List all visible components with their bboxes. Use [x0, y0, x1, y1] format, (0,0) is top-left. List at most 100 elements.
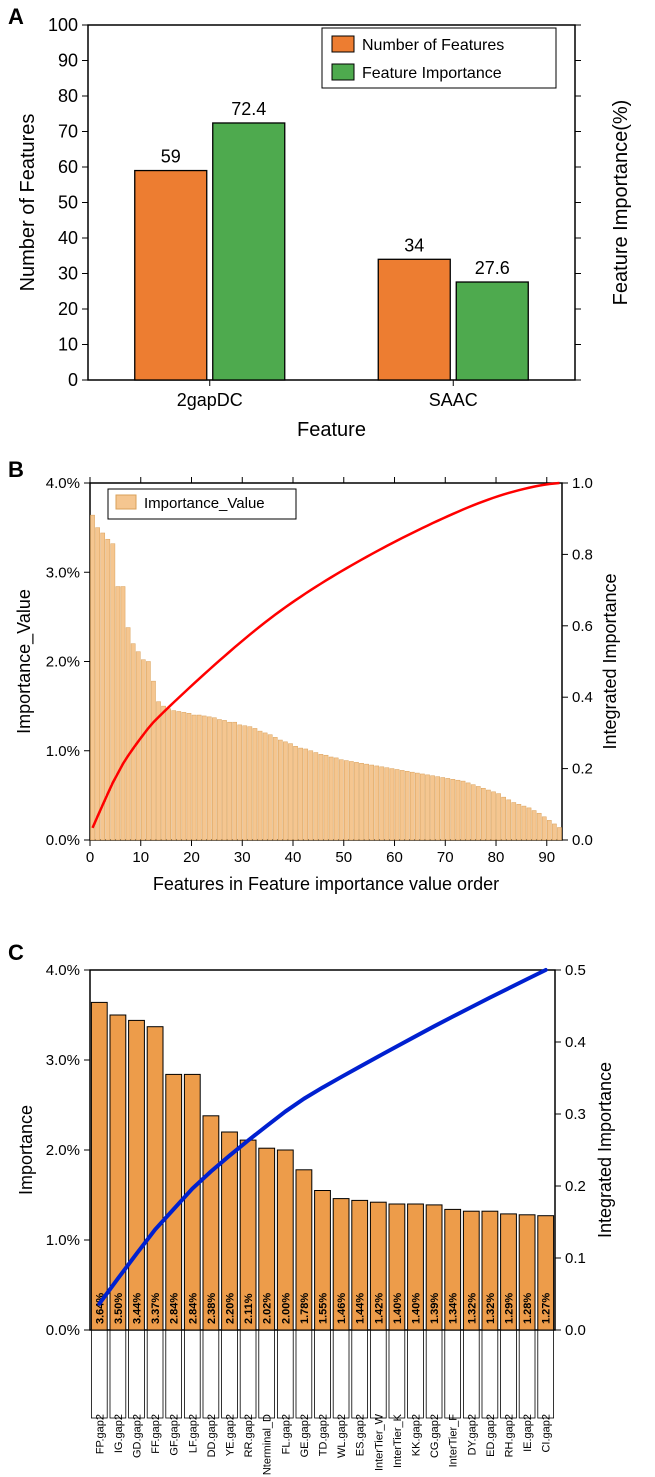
svg-text:1.29%: 1.29%	[504, 1293, 516, 1324]
svg-text:30: 30	[58, 264, 78, 284]
svg-text:Feature Importance: Feature Importance	[362, 65, 502, 82]
svg-text:TD.gap2: TD.gap2	[318, 1414, 330, 1456]
svg-text:1.78%: 1.78%	[299, 1293, 311, 1324]
svg-text:1.34%: 1.34%	[448, 1293, 460, 1324]
svg-text:0.5: 0.5	[565, 962, 586, 979]
svg-text:1.46%: 1.46%	[336, 1293, 348, 1324]
svg-text:RH.gap2: RH.gap2	[504, 1414, 516, 1457]
svg-text:Number of Features: Number of Features	[362, 37, 504, 54]
svg-text:4.0%: 4.0%	[46, 475, 80, 492]
svg-text:3.44%: 3.44%	[132, 1293, 144, 1324]
svg-text:GE.gap2: GE.gap2	[299, 1414, 311, 1457]
svg-text:Number of Features: Number of Features	[17, 114, 39, 292]
svg-text:34: 34	[404, 235, 424, 255]
svg-text:27.6: 27.6	[475, 258, 510, 278]
svg-text:1.40%: 1.40%	[392, 1293, 404, 1324]
svg-text:Feature: Feature	[297, 419, 366, 441]
panel-letter-b: B	[8, 457, 24, 483]
svg-text:GF.gap2: GF.gap2	[169, 1414, 181, 1456]
svg-text:2.11%: 2.11%	[243, 1293, 255, 1324]
svg-text:1.0: 1.0	[572, 475, 593, 492]
svg-text:1.28%: 1.28%	[522, 1293, 534, 1324]
svg-text:100: 100	[48, 15, 78, 35]
svg-text:0.0: 0.0	[572, 832, 593, 849]
svg-text:ES.gap2: ES.gap2	[355, 1414, 367, 1456]
svg-text:0.4: 0.4	[572, 689, 593, 706]
svg-text:70: 70	[58, 122, 78, 142]
svg-text:Integrated Importance: Integrated Importance	[595, 1062, 615, 1238]
svg-text:0.4: 0.4	[565, 1034, 586, 1051]
svg-text:10: 10	[58, 335, 78, 355]
svg-text:Features in Feature importance: Features in Feature importance value ord…	[153, 874, 499, 894]
svg-text:InterTier_F: InterTier_F	[448, 1414, 460, 1468]
svg-text:CI.gap2: CI.gap2	[541, 1414, 553, 1453]
svg-text:2.20%: 2.20%	[225, 1293, 237, 1324]
svg-text:Importance_Value: Importance_Value	[144, 495, 265, 512]
svg-text:Importance_Value: Importance_Value	[14, 589, 35, 734]
svg-text:10: 10	[132, 849, 149, 866]
svg-text:0: 0	[68, 370, 78, 390]
panel-a: A 01020304050607080901005972.42gapDC3427…	[0, 0, 655, 455]
svg-text:59: 59	[161, 147, 181, 167]
svg-text:2.84%: 2.84%	[169, 1293, 181, 1324]
svg-text:0.0: 0.0	[565, 1322, 586, 1339]
panel-letter-a: A	[8, 4, 24, 30]
svg-text:FL.gap2: FL.gap2	[280, 1414, 292, 1454]
svg-text:3.0%: 3.0%	[46, 1052, 80, 1069]
svg-text:80: 80	[58, 86, 78, 106]
svg-text:1.32%: 1.32%	[485, 1293, 497, 1324]
svg-text:FF.gap2: FF.gap2	[150, 1414, 162, 1454]
svg-text:0.3: 0.3	[565, 1106, 586, 1123]
svg-text:WL.gap2: WL.gap2	[336, 1414, 348, 1458]
svg-text:90: 90	[58, 51, 78, 71]
svg-text:40: 40	[285, 849, 302, 866]
svg-text:KK.gap2: KK.gap2	[411, 1414, 423, 1456]
svg-text:50: 50	[335, 849, 352, 866]
svg-text:LF.gap2: LF.gap2	[187, 1414, 199, 1453]
svg-text:4.0%: 4.0%	[46, 962, 80, 979]
svg-text:1.27%: 1.27%	[541, 1293, 553, 1324]
svg-text:DD.gap2: DD.gap2	[206, 1414, 218, 1457]
panel-letter-c: C	[8, 940, 24, 966]
svg-text:0: 0	[86, 849, 94, 866]
svg-text:1.55%: 1.55%	[318, 1293, 330, 1324]
svg-text:30: 30	[234, 849, 251, 866]
svg-text:DY.gap2: DY.gap2	[466, 1414, 478, 1455]
svg-text:0.0%: 0.0%	[46, 1322, 80, 1339]
svg-text:20: 20	[183, 849, 200, 866]
svg-text:CG.gap2: CG.gap2	[429, 1414, 441, 1458]
svg-text:3.0%: 3.0%	[46, 564, 80, 581]
svg-text:2.84%: 2.84%	[187, 1293, 199, 1324]
panel-b: B 0.0%1.0%2.0%3.0%4.0%0.00.20.40.60.81.0…	[0, 455, 655, 930]
svg-text:1.44%: 1.44%	[355, 1293, 367, 1324]
svg-text:2gapDC: 2gapDC	[177, 390, 243, 410]
svg-text:90: 90	[538, 849, 555, 866]
svg-text:IG.gap2: IG.gap2	[113, 1414, 125, 1453]
svg-text:SAAC: SAAC	[429, 390, 478, 410]
svg-text:60: 60	[58, 157, 78, 177]
svg-text:IE.gap2: IE.gap2	[522, 1414, 534, 1452]
panel-c: C 0.0%1.0%2.0%3.0%4.0%0.00.10.20.30.40.5…	[0, 930, 655, 1477]
svg-text:1.42%: 1.42%	[373, 1293, 385, 1324]
svg-text:60: 60	[386, 849, 403, 866]
svg-text:20: 20	[58, 299, 78, 319]
svg-text:1.32%: 1.32%	[466, 1293, 478, 1324]
svg-text:1.40%: 1.40%	[411, 1293, 423, 1324]
svg-text:YE.gap2: YE.gap2	[225, 1414, 237, 1456]
svg-text:40: 40	[58, 228, 78, 248]
svg-text:InterTier_W: InterTier_W	[373, 1413, 385, 1471]
svg-text:Integrated Importance: Integrated Importance	[600, 573, 620, 749]
svg-text:InterTier_K: InterTier_K	[392, 1413, 404, 1468]
svg-text:72.4: 72.4	[231, 99, 266, 119]
svg-text:0.8: 0.8	[572, 546, 593, 563]
svg-text:GD.gap2: GD.gap2	[132, 1414, 144, 1458]
svg-text:2.0%: 2.0%	[46, 654, 80, 671]
svg-text:2.02%: 2.02%	[262, 1293, 274, 1324]
svg-text:0.0%: 0.0%	[46, 832, 80, 849]
svg-text:2.38%: 2.38%	[206, 1293, 218, 1324]
svg-text:Nterminal_D: Nterminal_D	[262, 1414, 274, 1475]
svg-text:0.6: 0.6	[572, 618, 593, 635]
svg-text:ED.gap2: ED.gap2	[485, 1414, 497, 1457]
svg-text:70: 70	[437, 849, 454, 866]
svg-text:FP.gap2: FP.gap2	[94, 1414, 106, 1454]
